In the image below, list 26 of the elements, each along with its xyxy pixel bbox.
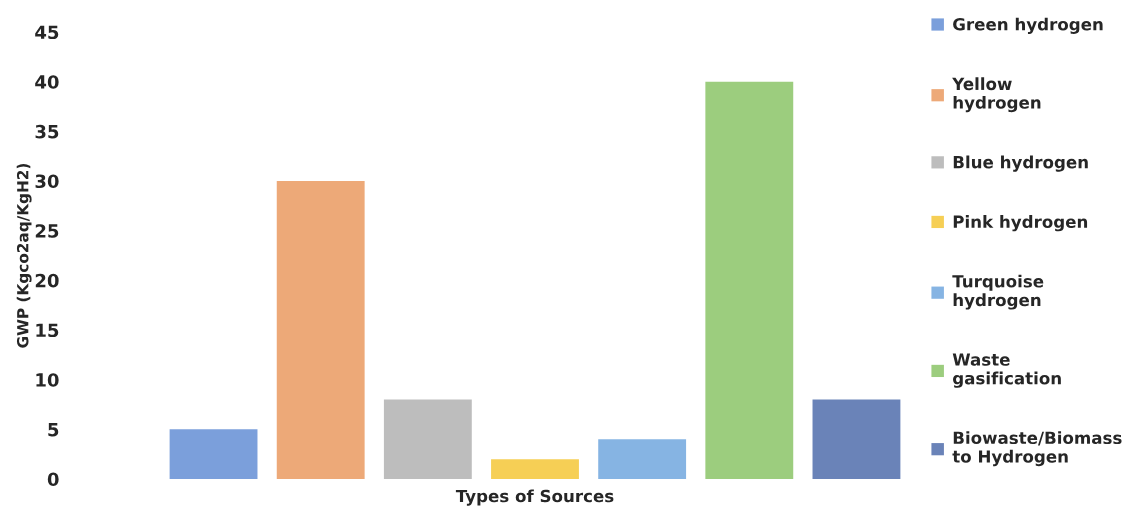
legend-label: Waste gasification [952, 353, 1061, 388]
legend-label: Green hydrogen [953, 17, 1103, 34]
legend-label: Yellow hydrogen [952, 77, 1041, 113]
y-tick-label: 5 [48, 423, 59, 437]
y-tick-label: 15 [36, 323, 59, 338]
legend-label: Blue hydrogen [953, 155, 1088, 172]
bar [491, 459, 579, 479]
y-tick-label: 10 [36, 373, 59, 387]
y-axis-title: GWP (Kgco2aq/KgH2) [16, 163, 32, 348]
bar [276, 181, 365, 479]
bar [598, 439, 687, 479]
y-tick-label: 25 [35, 224, 59, 238]
y-tick-label: 35 [35, 124, 59, 139]
bar [383, 399, 472, 479]
y-tick-label: 30 [35, 174, 59, 189]
bar [812, 399, 901, 479]
legend-label: Turquoise hydrogen [952, 274, 1044, 310]
y-tick-label: 0 [47, 472, 59, 487]
y-tick-label: 45 [35, 25, 59, 40]
bar [705, 81, 794, 479]
y-tick-label: 40 [35, 75, 59, 89]
bar [169, 429, 258, 479]
legend-label: Biowaste/Biomass to Hydrogen [952, 431, 1122, 467]
legend-label: Pink hydrogen [953, 215, 1088, 232]
x-axis-title: Types of Sources [455, 489, 614, 506]
y-tick-label: 20 [35, 273, 59, 288]
